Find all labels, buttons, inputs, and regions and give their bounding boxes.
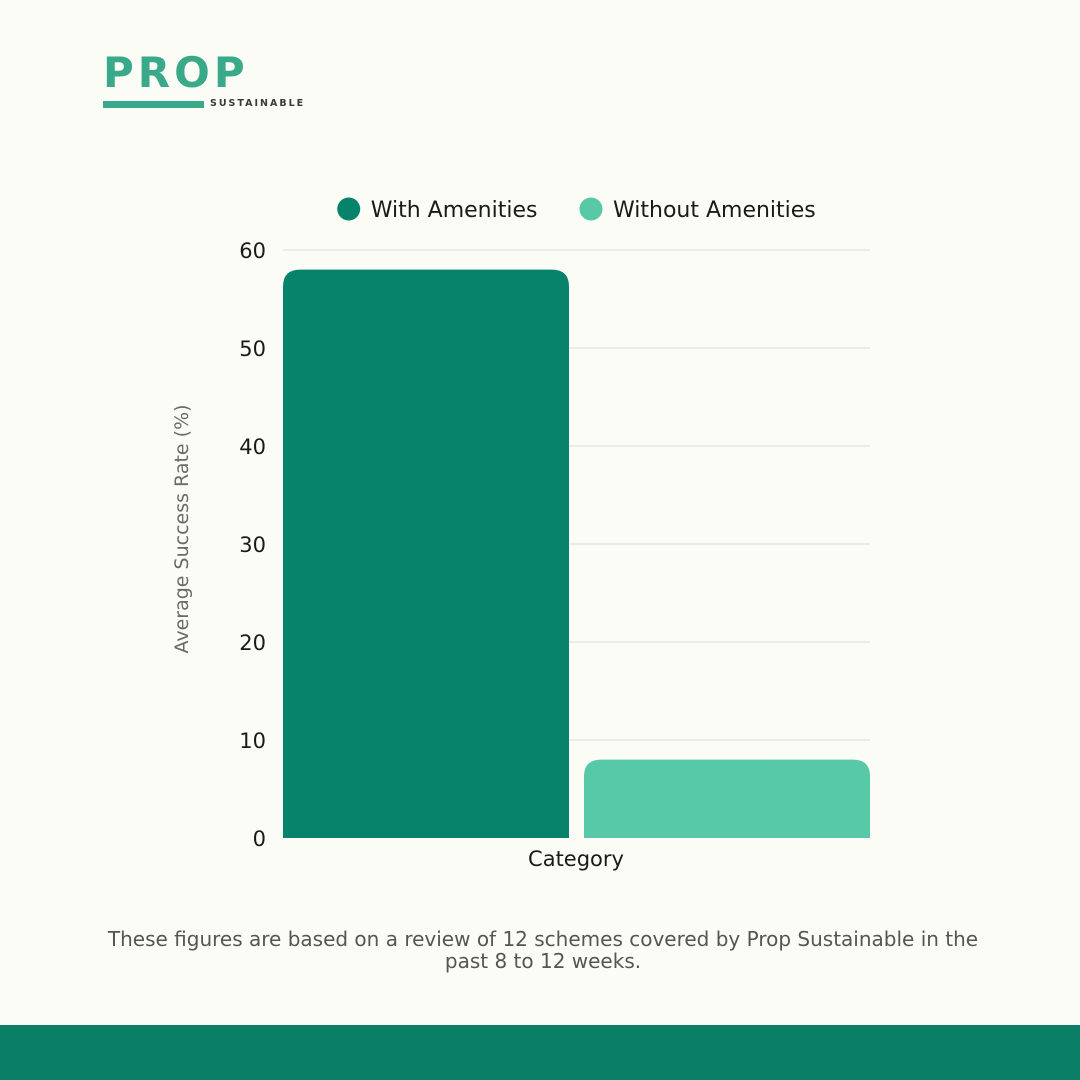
- bar-with-amenities: [283, 269, 569, 839]
- legend: With Amenities Without Amenities: [337, 197, 816, 223]
- legend-swatch: [337, 197, 361, 221]
- brand-underline: [103, 101, 204, 108]
- footer-band: [0, 1025, 1080, 1080]
- y-axis-label: Average Success Rate (%): [171, 404, 193, 653]
- bars: [283, 269, 870, 839]
- legend-label: Without Amenities: [613, 198, 816, 223]
- brand-name: PROP: [103, 48, 249, 97]
- y-tick-label: 30: [239, 533, 266, 557]
- y-tick-label: 50: [239, 337, 266, 361]
- y-tick-labels: 0 10 20 30 40 50 60: [239, 239, 266, 851]
- footnote: These figures are based on a review of 1…: [107, 927, 979, 973]
- legend-label: With Amenities: [371, 198, 538, 223]
- y-tick-label: 20: [239, 631, 266, 655]
- legend-swatch: [579, 197, 603, 221]
- x-axis-label: Category: [528, 847, 624, 871]
- bar-without-amenities: [584, 759, 870, 838]
- y-tick-label: 0: [253, 827, 266, 851]
- bar-chart: 0 10 20 30 40 50 60 With Amenities Without Amen…: [171, 197, 870, 871]
- y-tick-label: 60: [239, 239, 266, 263]
- brand-logo: PROP SUSTAINABLE: [103, 52, 318, 114]
- y-tick-label: 10: [239, 729, 266, 753]
- legend-item: Without Amenities: [579, 197, 816, 223]
- legend-item: With Amenities: [337, 197, 538, 223]
- y-tick-label: 40: [239, 435, 266, 459]
- brand-tagline: SUSTAINABLE: [210, 98, 306, 109]
